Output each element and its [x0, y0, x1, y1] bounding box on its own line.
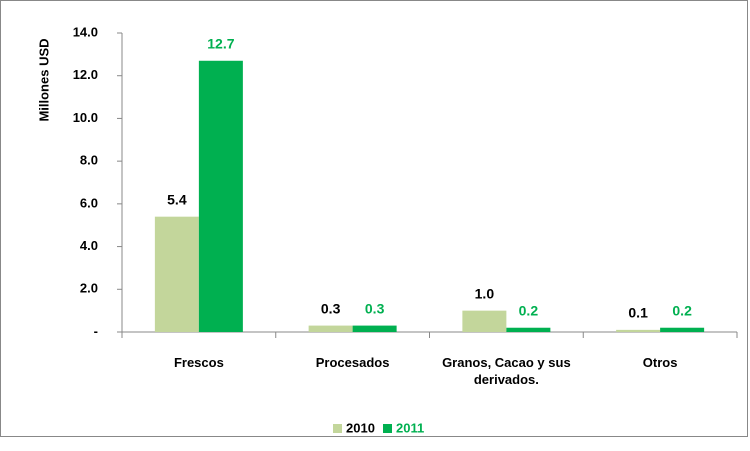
value-label: 0.1: [628, 305, 648, 321]
y-tick-label: 12.0: [73, 67, 98, 82]
y-axis-label: Millones USD: [36, 38, 51, 121]
y-tick-label: -: [94, 323, 98, 338]
value-label: 5.4: [167, 191, 187, 207]
value-label: 1.0: [475, 285, 495, 301]
legend-label: 2010: [346, 420, 375, 435]
y-tick-label: 2.0: [80, 281, 98, 296]
legend-swatch: [383, 424, 392, 433]
chart-border: [0, 0, 748, 437]
x-tick-label: Granos, Cacao y sus derivados.: [442, 355, 571, 387]
value-label: 0.2: [519, 302, 539, 318]
value-label: 12.7: [207, 35, 234, 51]
bar: [616, 329, 661, 332]
value-label: 0.3: [321, 300, 341, 316]
bar: [198, 60, 243, 333]
bar: [462, 310, 507, 332]
legend-label: 2011: [396, 420, 424, 435]
y-tick-label: 10.0: [73, 110, 98, 125]
bar: [352, 325, 397, 332]
y-tick-label: 14.0: [73, 24, 98, 39]
x-tick-label: Frescos: [173, 355, 224, 370]
bar: [308, 325, 353, 332]
bar: [154, 216, 199, 332]
value-label: 0.3: [365, 300, 385, 316]
y-tick-label: 4.0: [80, 238, 98, 253]
x-tick-label: Procesados: [315, 355, 390, 370]
legend-swatch: [333, 424, 342, 433]
y-tick-label: 8.0: [80, 153, 98, 168]
bar: [506, 327, 551, 332]
value-label: 0.2: [672, 302, 692, 318]
bar: [660, 327, 705, 332]
y-tick-label: 6.0: [80, 195, 98, 210]
x-tick-label: Otros: [642, 355, 678, 370]
